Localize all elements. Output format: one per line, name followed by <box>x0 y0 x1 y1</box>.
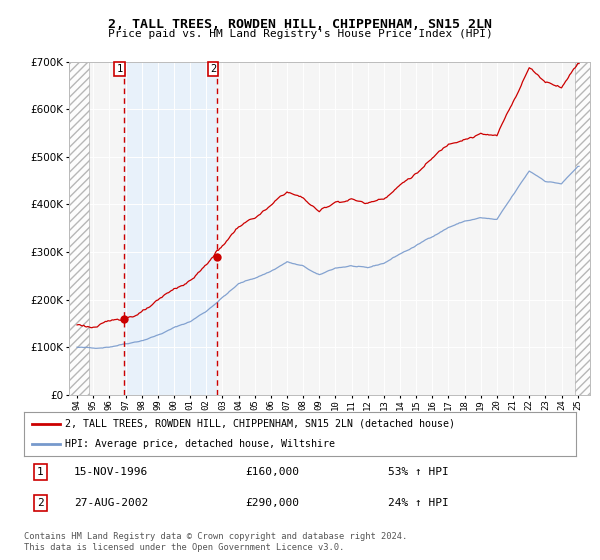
Bar <box>575 62 590 395</box>
Text: 53% ↑ HPI: 53% ↑ HPI <box>388 467 449 477</box>
Text: £290,000: £290,000 <box>245 498 299 508</box>
Text: 1: 1 <box>116 64 122 74</box>
Text: Price paid vs. HM Land Registry's House Price Index (HPI): Price paid vs. HM Land Registry's House … <box>107 29 493 39</box>
Text: Contains HM Land Registry data © Crown copyright and database right 2024.: Contains HM Land Registry data © Crown c… <box>24 532 407 541</box>
Text: This data is licensed under the Open Government Licence v3.0.: This data is licensed under the Open Gov… <box>24 543 344 552</box>
Text: 2, TALL TREES, ROWDEN HILL, CHIPPENHAM, SN15 2LN: 2, TALL TREES, ROWDEN HILL, CHIPPENHAM, … <box>108 18 492 31</box>
Bar <box>69 62 89 395</box>
Text: 2: 2 <box>37 498 44 508</box>
Text: 15-NOV-1996: 15-NOV-1996 <box>74 467 148 477</box>
Text: 27-AUG-2002: 27-AUG-2002 <box>74 498 148 508</box>
Text: £160,000: £160,000 <box>245 467 299 477</box>
Text: 1: 1 <box>37 467 44 477</box>
Bar <box>124 62 217 395</box>
Text: 2, TALL TREES, ROWDEN HILL, CHIPPENHAM, SN15 2LN (detached house): 2, TALL TREES, ROWDEN HILL, CHIPPENHAM, … <box>65 419 455 429</box>
Text: HPI: Average price, detached house, Wiltshire: HPI: Average price, detached house, Wilt… <box>65 439 335 449</box>
Text: 24% ↑ HPI: 24% ↑ HPI <box>388 498 449 508</box>
Text: 2: 2 <box>210 64 216 74</box>
